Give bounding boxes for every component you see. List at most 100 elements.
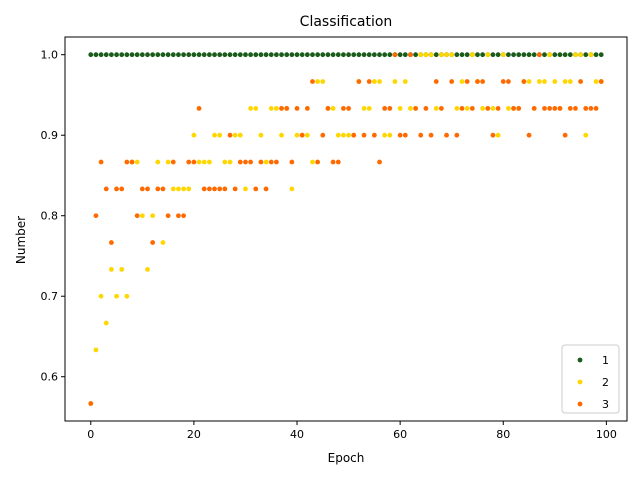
data-point [562,52,568,58]
data-point [253,186,259,192]
data-point [583,106,589,111]
data-point [248,106,254,111]
data-point [191,132,197,138]
x-tick-label: 100 [596,428,617,441]
data-point [588,52,594,58]
data-point [98,159,104,165]
x-tick-label: 60 [393,428,407,441]
x-tick-label: 0 [87,428,94,441]
data-point [361,106,367,111]
data-point [366,106,372,111]
data-point [593,106,599,111]
data-point [335,159,341,165]
data-point [341,106,346,111]
x-axis-label: Epoch [328,451,365,465]
data-point [186,52,192,58]
data-point [366,52,372,58]
data-point [444,52,449,58]
data-point [243,186,248,192]
data-point [258,52,264,58]
data-point [304,106,310,111]
data-point [382,52,388,58]
data-point [330,52,336,58]
data-point [93,347,99,353]
data-point [552,52,558,58]
data-point [160,240,166,245]
data-point [598,52,604,58]
data-point [578,52,583,58]
data-point [299,132,305,138]
data-point [212,186,217,192]
data-point [279,52,284,58]
data-point [201,52,207,58]
data-point [186,159,192,165]
data-point [371,79,377,84]
data-point [150,240,156,245]
data-point [139,52,145,58]
data-point [284,106,290,111]
data-point [320,132,326,138]
data-point [227,159,233,165]
data-point [578,79,583,84]
data-point [181,186,186,192]
data-point [438,106,444,111]
data-point [418,52,424,58]
legend-marker [577,379,583,385]
data-point [346,106,351,111]
legend: 1 2 3 [561,344,620,414]
data-point [325,106,331,111]
data-point [341,132,346,138]
data-point [387,106,393,111]
data-point [279,132,284,138]
data-point [500,52,506,58]
data-point [212,132,217,138]
data-point [402,132,408,138]
data-point [573,52,578,58]
x-tick-label: 20 [187,428,201,441]
legend-box [561,344,620,414]
data-point [356,79,362,84]
data-point [222,186,228,192]
data-point [145,52,150,58]
data-point [93,52,99,58]
data-point [475,52,480,58]
data-point [134,159,140,165]
data-point [237,52,243,58]
data-point [134,52,140,58]
data-point [93,213,99,219]
data-point [237,159,243,165]
data-point [536,52,542,58]
data-point [294,52,300,58]
data-point [114,52,119,58]
data-point [542,106,547,111]
data-point [593,79,599,84]
data-point [516,106,522,111]
data-point [433,79,439,84]
data-point [294,132,300,138]
legend-label: 3 [602,398,609,411]
data-point [109,52,114,58]
data-point [454,106,460,111]
data-point [170,186,176,192]
data-point [413,106,419,111]
data-point [377,52,382,58]
data-point [289,159,295,165]
data-point [196,106,202,111]
data-point [232,132,238,138]
data-point [103,186,109,192]
data-point [196,52,202,58]
data-point [253,52,259,58]
data-point [196,159,202,165]
data-point [165,213,171,219]
data-point [500,79,506,84]
data-point [449,79,455,84]
x-tick-label: 80 [496,428,510,441]
data-point [562,132,568,138]
data-point [351,132,357,138]
data-point [397,52,403,58]
data-point [273,159,279,165]
data-point [186,186,192,192]
data-point [155,186,161,192]
data-point [98,293,104,299]
